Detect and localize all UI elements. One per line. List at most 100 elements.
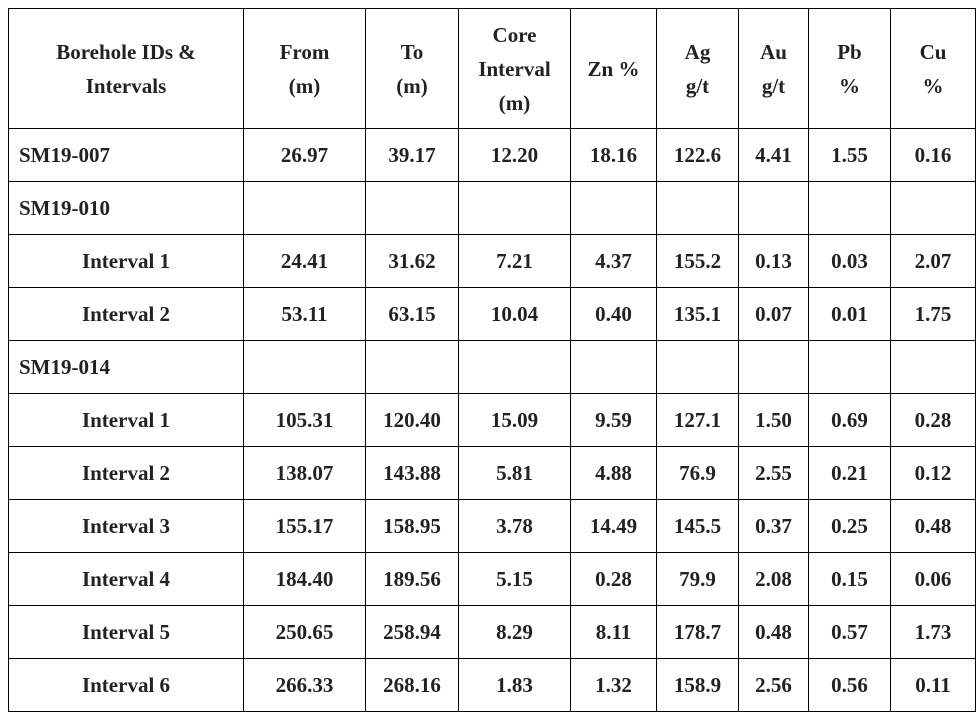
value-cell: 1.32 <box>570 658 657 712</box>
empty-cell <box>890 181 976 235</box>
value-cell: 0.37 <box>738 499 809 553</box>
value-cell: 158.95 <box>365 499 459 553</box>
header-line: Cu <box>919 39 947 64</box>
value-cell: 24.41 <box>243 234 366 288</box>
value-cell: 145.5 <box>656 499 739 553</box>
value-cell: 1.73 <box>890 605 976 659</box>
value-cell: 79.9 <box>656 552 739 606</box>
value-cell: 1.55 <box>808 128 891 182</box>
value-cell: 0.48 <box>890 499 976 553</box>
header-line: (m) <box>498 90 531 115</box>
value-cell: 0.13 <box>738 234 809 288</box>
header-cell: Pb% <box>808 8 891 129</box>
value-cell: 3.78 <box>458 499 571 553</box>
empty-cell <box>365 181 459 235</box>
row-label: SM19-010 <box>8 181 244 235</box>
value-cell: 0.40 <box>570 287 657 341</box>
header-line: (m) <box>396 73 428 98</box>
table-body: SM19-007 26.97 39.17 12.20 18.16 122.6 4.41 1.5… <box>8 128 976 712</box>
value-cell: 0.06 <box>890 552 976 606</box>
header-cell: Core Interval (m) <box>458 8 571 129</box>
value-cell: 189.56 <box>365 552 459 606</box>
value-cell: 8.11 <box>570 605 657 659</box>
table-row: SM19-014 <box>8 340 976 394</box>
value-cell: 53.11 <box>243 287 366 341</box>
value-cell: 138.07 <box>243 446 366 500</box>
value-cell: 2.56 <box>738 658 809 712</box>
value-cell: 0.12 <box>890 446 976 500</box>
header-cell: Ag g/t <box>656 8 739 129</box>
table-row: Interval 1 24.41 31.62 7.21 4.37 155.2 0.13 0.0… <box>8 234 976 288</box>
row-label: Interval 2 <box>8 287 244 341</box>
empty-cell <box>738 340 809 394</box>
value-cell: 1.50 <box>738 393 809 447</box>
empty-cell <box>808 340 891 394</box>
value-cell: 0.56 <box>808 658 891 712</box>
value-cell: 7.21 <box>458 234 571 288</box>
header-line: % <box>922 73 944 98</box>
table-row: SM19-007 26.97 39.17 12.20 18.16 122.6 4.41 1.5… <box>8 128 976 182</box>
value-cell: 155.2 <box>656 234 739 288</box>
row-label: Interval 1 <box>8 393 244 447</box>
value-cell: 258.94 <box>365 605 459 659</box>
value-cell: 14.49 <box>570 499 657 553</box>
value-cell: 63.15 <box>365 287 459 341</box>
value-cell: 0.28 <box>570 552 657 606</box>
value-cell: 0.07 <box>738 287 809 341</box>
value-cell: 0.15 <box>808 552 891 606</box>
value-cell: 268.16 <box>365 658 459 712</box>
value-cell: 105.31 <box>243 393 366 447</box>
header-cell: Au g/t <box>738 8 809 129</box>
value-cell: 158.9 <box>656 658 739 712</box>
header-line: Ag <box>684 39 711 64</box>
table-row: Interval 1 105.31 120.40 15.09 9.59 127.1 1.50… <box>8 393 976 447</box>
table-row: Interval 4 184.40 189.56 5.15 0.28 79.9 2.08 0.… <box>8 552 976 606</box>
value-cell: 127.1 <box>656 393 739 447</box>
empty-cell <box>890 340 976 394</box>
row-label: Interval 3 <box>8 499 244 553</box>
value-cell: 0.21 <box>808 446 891 500</box>
row-label: Interval 6 <box>8 658 244 712</box>
value-cell: 12.20 <box>458 128 571 182</box>
value-cell: 39.17 <box>365 128 459 182</box>
value-cell: 8.29 <box>458 605 571 659</box>
value-cell: 2.08 <box>738 552 809 606</box>
value-cell: 120.40 <box>365 393 459 447</box>
empty-cell <box>243 340 366 394</box>
value-cell: 155.17 <box>243 499 366 553</box>
row-label: SM19-007 <box>8 128 244 182</box>
header-line: g/t <box>685 73 710 98</box>
header-line: To <box>400 39 424 64</box>
value-cell: 5.15 <box>458 552 571 606</box>
header-line: Borehole IDs & <box>56 39 196 64</box>
empty-cell <box>656 340 739 394</box>
row-label: SM19-014 <box>8 340 244 394</box>
value-cell: 4.88 <box>570 446 657 500</box>
value-cell: 9.59 <box>570 393 657 447</box>
header-cell: Zn % <box>570 8 657 129</box>
value-cell: 0.69 <box>808 393 891 447</box>
header-line: (m) <box>288 73 321 98</box>
value-cell: 184.40 <box>243 552 366 606</box>
empty-cell <box>458 181 571 235</box>
value-cell: 5.81 <box>458 446 571 500</box>
row-label: Interval 4 <box>8 552 244 606</box>
value-cell: 178.7 <box>656 605 739 659</box>
table-row: SM19-010 <box>8 181 976 235</box>
empty-cell <box>738 181 809 235</box>
table-row: Interval 5 250.65 258.94 8.29 8.11 178.7 0.48 0… <box>8 605 976 659</box>
value-cell: 10.04 <box>458 287 571 341</box>
header-line: g/t <box>761 73 786 98</box>
value-cell: 0.28 <box>890 393 976 447</box>
value-cell: 0.03 <box>808 234 891 288</box>
table-row: Interval 3 155.17 158.95 3.78 14.49 145.5 0.37… <box>8 499 976 553</box>
header-line: Pb <box>837 39 862 64</box>
value-cell: 0.25 <box>808 499 891 553</box>
value-cell: 143.88 <box>365 446 459 500</box>
value-cell: 0.11 <box>890 658 976 712</box>
value-cell: 135.1 <box>656 287 739 341</box>
empty-cell <box>656 181 739 235</box>
value-cell: 2.55 <box>738 446 809 500</box>
header-cell: To (m) <box>365 8 459 129</box>
